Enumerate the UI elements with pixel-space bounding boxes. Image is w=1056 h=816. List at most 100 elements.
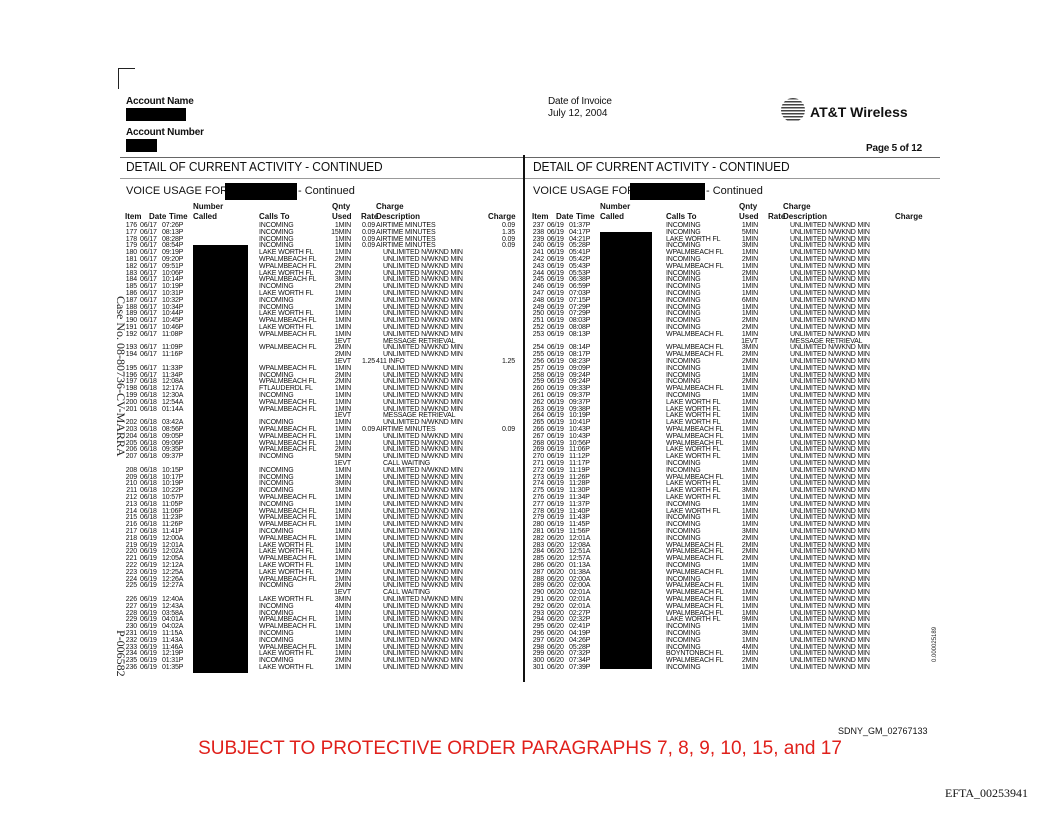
charge-description: UNLIMITED N/WKND MIN bbox=[790, 630, 870, 637]
charge-description: UNLIMITED N/WKND MIN bbox=[790, 562, 870, 569]
call-time: 08:08P bbox=[569, 324, 591, 331]
calls-to: WPALMBEACH FL bbox=[259, 432, 317, 440]
call-time: 12:27A bbox=[162, 582, 184, 590]
att-globe-icon bbox=[781, 98, 805, 122]
table-row: 1EVT CALL WAITING bbox=[120, 589, 525, 596]
table-row: 218 06/19 12:00A WPALMBEACH FL 1MIN UNLIMITED… bbox=[120, 535, 525, 542]
quantity-used: 1MIN bbox=[334, 419, 351, 427]
call-date: 06/17 bbox=[140, 303, 157, 311]
charge-description: UNLIMITED N/WKND MIN bbox=[383, 609, 463, 617]
column-header-number-top: Number bbox=[193, 202, 224, 211]
call-time: 10:15P bbox=[162, 466, 184, 474]
item-number: 271 bbox=[532, 460, 544, 467]
calls-to: LAKE WORTH FL bbox=[259, 290, 314, 297]
table-row: 273 06/19 11:26P WPALMBEACH FL 1MIN UNLIMITED… bbox=[527, 474, 932, 481]
column-header-qnty-top: Qnty bbox=[332, 202, 351, 211]
item-number: 279 bbox=[532, 514, 544, 522]
calls-to: INCOMING bbox=[666, 276, 701, 284]
table-row: 292 06/20 02:01A WPALMBEACH FL 1MIN UNLIMITED… bbox=[527, 603, 932, 610]
calls-to: WPALMBEACH FL bbox=[259, 344, 317, 352]
calls-to: WPALMBEACH FL bbox=[666, 568, 724, 576]
call-time: 04:19P bbox=[569, 630, 591, 637]
call-date: 06/17 bbox=[140, 242, 157, 250]
quantity-used: 1MIN bbox=[334, 385, 351, 393]
call-time: 08:17P bbox=[569, 351, 591, 359]
charge-description: UNLIMITED N/WKND MIN bbox=[383, 507, 463, 515]
call-date: 06/18 bbox=[140, 426, 157, 433]
call-date: 06/17 bbox=[140, 344, 157, 352]
charge-description: UNLIMITED N/WKND MIN bbox=[383, 364, 463, 372]
call-time: 12:26A bbox=[162, 575, 184, 583]
quantity-used: 2MIN bbox=[334, 378, 351, 386]
quantity-used: 1EVT bbox=[334, 589, 351, 597]
table-row: 204 06/18 09:05P WPALMBEACH FL 1MIN UNLIMITED… bbox=[120, 433, 525, 440]
column-header-used: Used bbox=[739, 212, 759, 221]
item-number: 298 bbox=[532, 643, 544, 651]
call-time: 12:54A bbox=[162, 398, 184, 406]
voice-usage-label-left: VOICE USAGE FOR bbox=[126, 185, 229, 197]
calls-to: INCOMING bbox=[666, 364, 701, 372]
calls-to: INCOMING bbox=[259, 453, 294, 461]
call-time: 01:31P bbox=[162, 657, 184, 665]
call-date: 06/19 bbox=[547, 398, 564, 406]
call-date: 06/20 bbox=[547, 575, 564, 583]
calls-to: LAKE WORTH FL bbox=[666, 235, 721, 243]
table-row: 208 06/18 10:15P INCOMING 1MIN UNLIMITED N/WK… bbox=[120, 467, 525, 474]
table-row: 193 06/17 11:09P WPALMBEACH FL 2MIN UNLIMITED… bbox=[120, 344, 525, 351]
charge-description: UNLIMITED N/WKND MIN bbox=[383, 378, 463, 386]
charge-description: UNLIMITED N/WKND MIN bbox=[383, 534, 463, 542]
call-date: 06/18 bbox=[140, 392, 157, 399]
charge-description: UNLIMITED N/WKND MIN bbox=[790, 596, 870, 603]
table-row: 226 06/19 12:40A LAKE WORTH FL 3MIN UNLIMITED… bbox=[120, 596, 525, 603]
calls-to: INCOMING bbox=[666, 623, 701, 631]
call-time: 12:17A bbox=[162, 385, 184, 393]
item-number: 290 bbox=[532, 589, 544, 597]
call-date: 06/19 bbox=[547, 256, 564, 263]
calls-to: WPALMBEACH FL bbox=[259, 378, 317, 386]
table-row: 222 06/19 12:12A LAKE WORTH FL 1MIN UNLIMITED… bbox=[120, 562, 525, 569]
charge-description: UNLIMITED N/WKND MIN bbox=[383, 324, 463, 331]
calls-to: INCOMING bbox=[259, 636, 294, 644]
item-number: 185 bbox=[125, 283, 137, 291]
brand-name: AT&T Wireless bbox=[810, 104, 908, 120]
charge-description: UNLIMITED N/WKND MIN bbox=[383, 398, 463, 406]
call-date: 06/18 bbox=[140, 405, 157, 413]
call-time: 10:46P bbox=[162, 324, 184, 331]
call-date: 06/17 bbox=[140, 290, 157, 297]
call-date: 06/18 bbox=[140, 521, 157, 529]
table-row: 239 06/19 04:21P LAKE WORTH FL 1MIN UNLIMITED… bbox=[527, 236, 932, 243]
calls-to: LAKE WORTH FL bbox=[666, 494, 721, 501]
quantity-used: 1MIN bbox=[741, 446, 758, 454]
call-date: 06/17 bbox=[140, 310, 157, 318]
item-number: 230 bbox=[125, 623, 137, 631]
calls-to: LAKE WORTH FL bbox=[259, 310, 314, 318]
calls-to: INCOMING bbox=[666, 575, 701, 583]
charge-description: UNLIMITED N/WKND MIN bbox=[383, 596, 463, 603]
call-time: 07:15P bbox=[569, 296, 591, 304]
quantity-used: 3MIN bbox=[741, 344, 758, 352]
charge-description: UNLIMITED N/WKND MIN bbox=[383, 385, 463, 393]
charge-description: UNLIMITED N/WKND MIN bbox=[790, 317, 870, 325]
charge-description: UNLIMITED N/WKND MIN bbox=[790, 480, 870, 488]
call-time: 10:56P bbox=[569, 439, 591, 447]
table-row: 229 06/19 04:01A WPALMBEACH FL 1MIN UNLIMITED… bbox=[120, 616, 525, 623]
quantity-used: 1MIN bbox=[741, 602, 758, 610]
right-margin-stamp: 0.000025189 bbox=[932, 626, 938, 662]
quantity-used: 1MIN bbox=[741, 473, 758, 481]
table-row: 275 06/19 11:30P LAKE WORTH FL 3MIN UNLIMITED… bbox=[527, 487, 932, 494]
call-date: 06/17 bbox=[140, 262, 157, 270]
call-date: 06/18 bbox=[140, 432, 157, 440]
call-time: 03:58A bbox=[162, 609, 184, 617]
call-date: 06/19 bbox=[547, 412, 564, 420]
item-number: 215 bbox=[125, 514, 137, 522]
call-time: 10:14P bbox=[162, 276, 184, 284]
table-row: 215 06/18 11:23P WPALMBEACH FL 1MIN UNLIMITED… bbox=[120, 514, 525, 521]
quantity-used: 2MIN bbox=[334, 582, 351, 590]
item-number: 208 bbox=[125, 466, 137, 474]
redacted-phone-left bbox=[225, 183, 297, 200]
efta-number: EFTA_00253941 bbox=[945, 786, 1029, 800]
item-number: 202 bbox=[125, 419, 137, 427]
quantity-used: 1MIN bbox=[334, 623, 351, 631]
call-date: 06/20 bbox=[547, 548, 564, 556]
call-date: 06/20 bbox=[547, 602, 564, 610]
